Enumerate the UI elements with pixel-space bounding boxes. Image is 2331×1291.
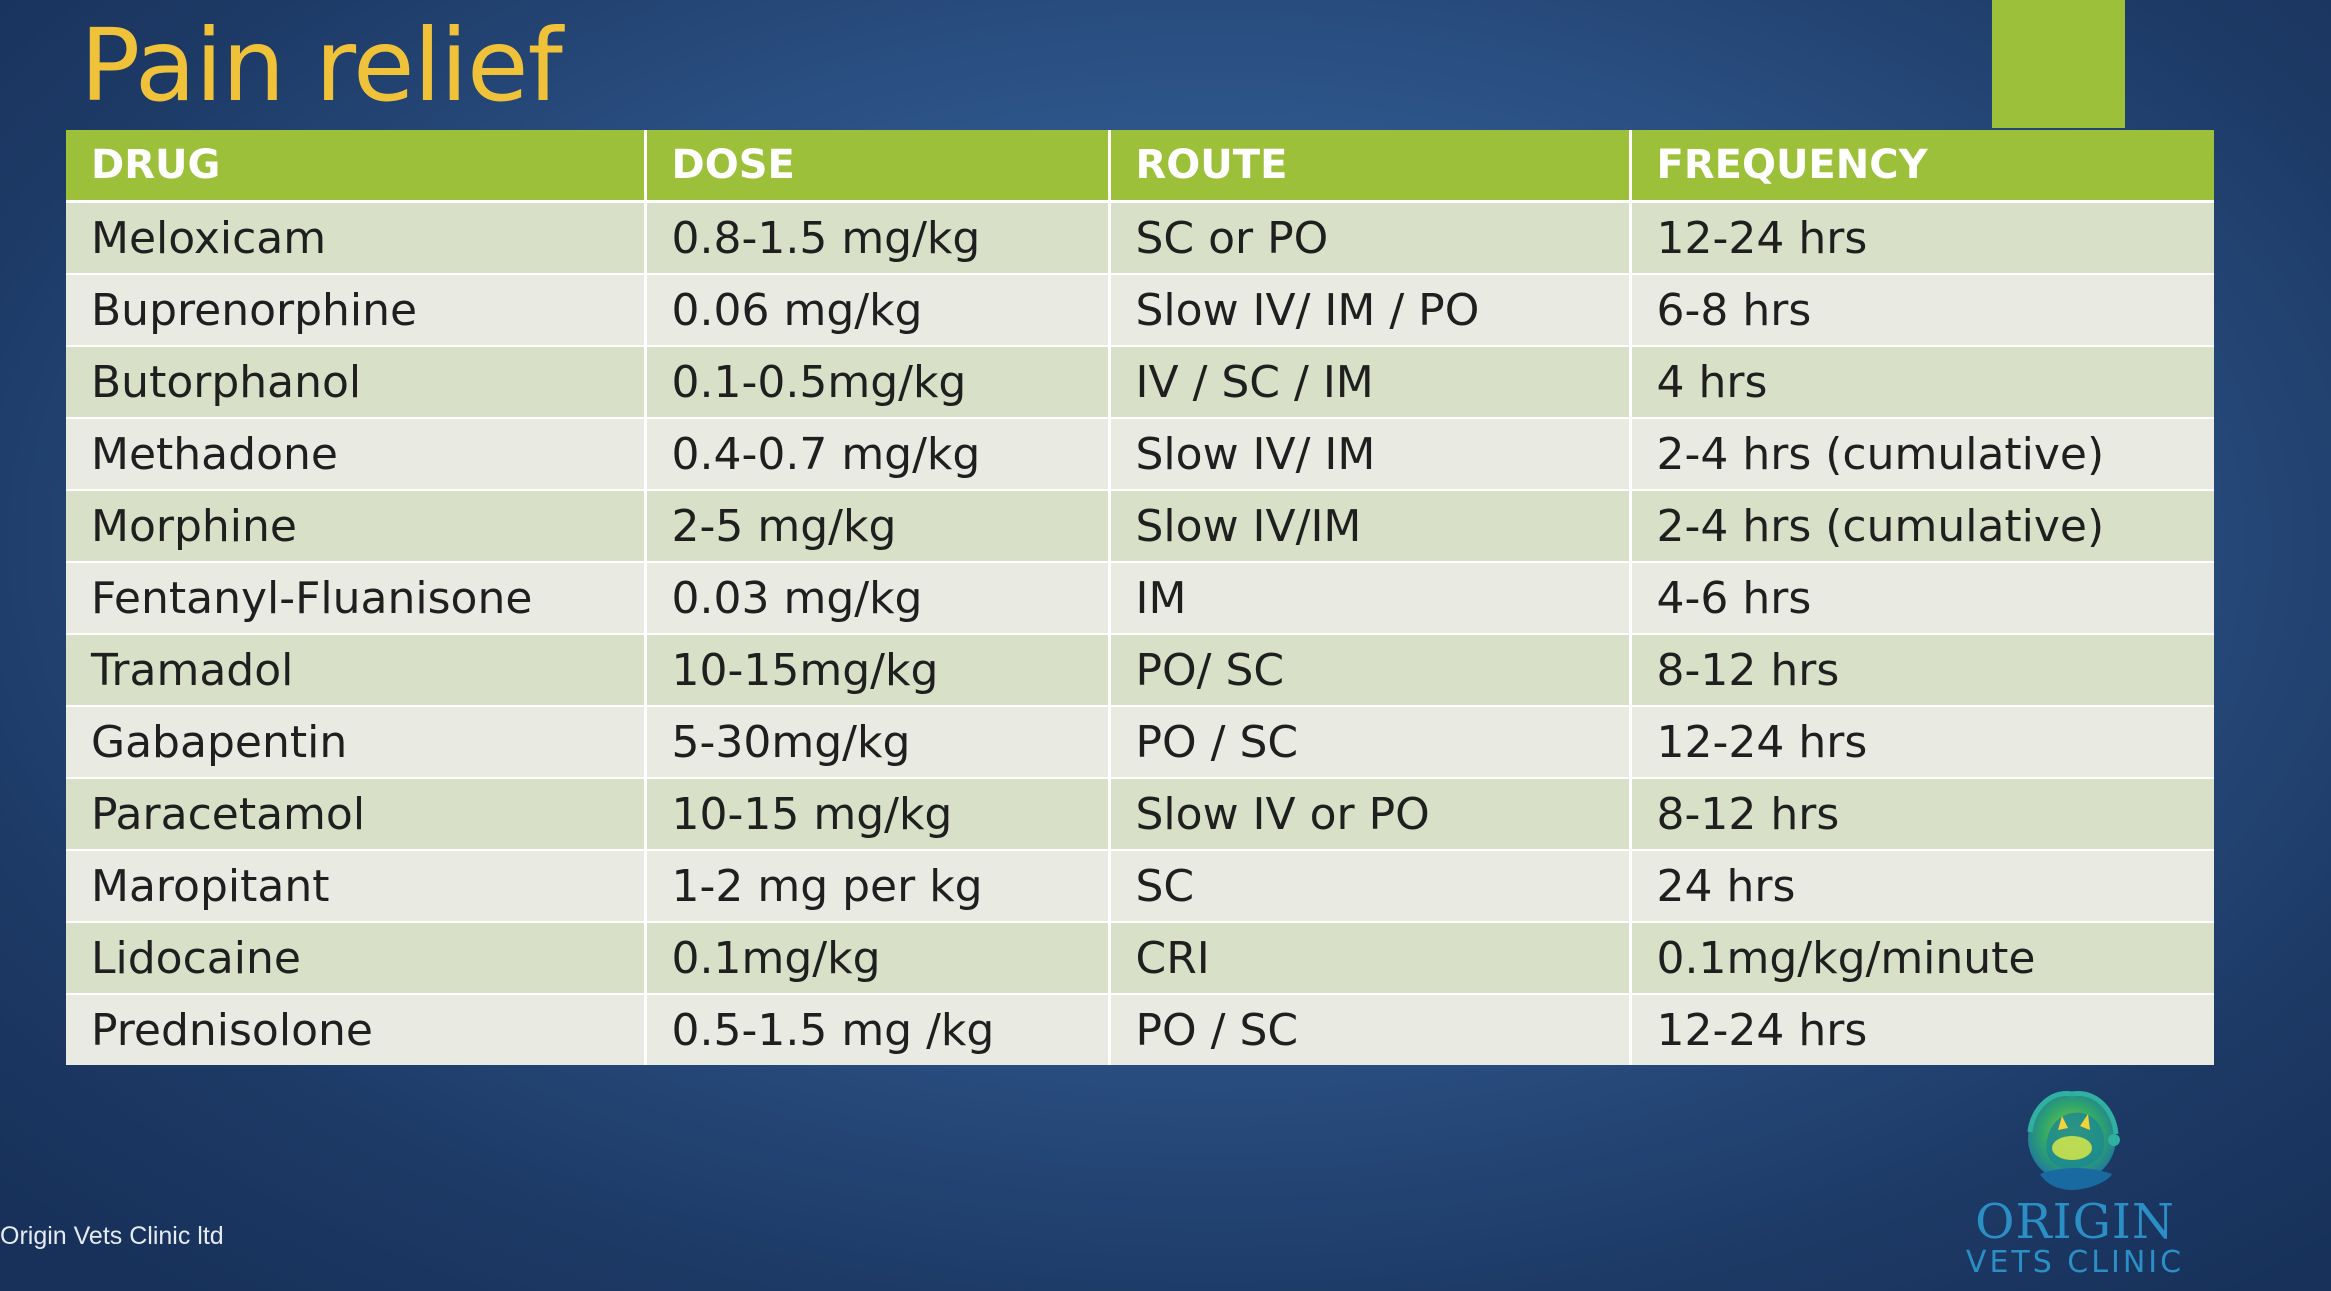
frequency-cell: 2-4 hrs (cumulative) [1630, 489, 2214, 562]
page-title: Pain relief [80, 7, 563, 124]
dog-and-cat-globe-icon [2027, 1091, 2120, 1190]
drug-cell: Maropitant [66, 849, 647, 922]
route-cell: Slow IV or PO [1109, 777, 1632, 850]
drug-table: DRUG DOSE ROUTE FREQUENCY Meloxicam 0.8-… [66, 130, 2214, 1065]
frequency-cell: 8-12 hrs [1630, 633, 2214, 706]
drug-cell: Fentanyl-Fluanisone [66, 561, 647, 634]
dose-cell: 2-5 mg/kg [645, 489, 1111, 562]
route-cell: Slow IV/ IM [1109, 417, 1632, 490]
column-header-drug: DRUG [66, 130, 647, 203]
table-row: Meloxicam 0.8-1.5 mg/kg SC or PO 12-24 h… [66, 200, 2214, 274]
clinic-logo: ORIGIN VETS CLINIC [1955, 1070, 2195, 1285]
copyright-text: Origin Vets Clinic ltd [0, 1222, 224, 1250]
dose-cell: 0.1mg/kg [645, 921, 1111, 994]
drug-cell: Lidocaine [66, 921, 647, 994]
drug-cell: Prednisolone [66, 993, 647, 1065]
route-cell: CRI [1109, 921, 1632, 994]
dose-cell: 0.4-0.7 mg/kg [645, 417, 1111, 490]
table-row: Buprenorphine 0.06 mg/kg Slow IV/ IM / P… [66, 273, 2214, 346]
logo-subtitle: VETS CLINIC [1965, 1245, 2185, 1280]
table-row: Paracetamol 10-15 mg/kg Slow IV or PO 8-… [66, 777, 2214, 850]
table-row: Fentanyl-Fluanisone 0.03 mg/kg IM 4-6 hr… [66, 561, 2214, 634]
frequency-cell: 4 hrs [1630, 345, 2214, 418]
route-cell: IV / SC / IM [1109, 345, 1632, 418]
table-row: Butorphanol 0.1-0.5mg/kg IV / SC / IM 4 … [66, 345, 2214, 418]
dose-cell: 10-15 mg/kg [645, 777, 1111, 850]
dose-cell: 10-15mg/kg [645, 633, 1111, 706]
column-header-route: ROUTE [1109, 130, 1632, 203]
drug-cell: Paracetamol [66, 777, 647, 850]
dose-cell: 0.5-1.5 mg /kg [645, 993, 1111, 1065]
column-header-frequency: FREQUENCY [1630, 130, 2214, 203]
route-cell: Slow IV/ IM / PO [1109, 273, 1632, 346]
route-cell: PO / SC [1109, 705, 1632, 778]
route-cell: PO / SC [1109, 993, 1632, 1065]
drug-cell: Methadone [66, 417, 647, 490]
table-row: Maropitant 1-2 mg per kg SC 24 hrs [66, 849, 2214, 922]
frequency-cell: 24 hrs [1630, 849, 2214, 922]
drug-cell: Butorphanol [66, 345, 647, 418]
frequency-cell: 0.1mg/kg/minute [1630, 921, 2214, 994]
route-cell: IM [1109, 561, 1632, 634]
dose-cell: 0.06 mg/kg [645, 273, 1111, 346]
frequency-cell: 2-4 hrs (cumulative) [1630, 417, 2214, 490]
frequency-cell: 12-24 hrs [1630, 705, 2214, 778]
table-header-row: DRUG DOSE ROUTE FREQUENCY [66, 130, 2214, 203]
logo-name: ORIGIN [1975, 1194, 2175, 1250]
table-row: Gabapentin 5-30mg/kg PO / SC 12-24 hrs [66, 705, 2214, 778]
dose-cell: 0.03 mg/kg [645, 561, 1111, 634]
frequency-cell: 6-8 hrs [1630, 273, 2214, 346]
column-header-dose: DOSE [645, 130, 1111, 203]
dose-cell: 1-2 mg per kg [645, 849, 1111, 922]
drug-cell: Gabapentin [66, 705, 647, 778]
drug-cell: Tramadol [66, 633, 647, 706]
table-row: Prednisolone 0.5-1.5 mg /kg PO / SC 12-2… [66, 993, 2214, 1065]
accent-bar [1992, 0, 2125, 128]
route-cell: SC [1109, 849, 1632, 922]
route-cell: PO/ SC [1109, 633, 1632, 706]
dose-cell: 5-30mg/kg [645, 705, 1111, 778]
frequency-cell: 4-6 hrs [1630, 561, 2214, 634]
table-row: Methadone 0.4-0.7 mg/kg Slow IV/ IM 2-4 … [66, 417, 2214, 490]
dose-cell: 0.8-1.5 mg/kg [645, 200, 1111, 274]
frequency-cell: 8-12 hrs [1630, 777, 2214, 850]
table-row: Lidocaine 0.1mg/kg CRI 0.1mg/kg/minute [66, 921, 2214, 994]
table-row: Morphine 2-5 mg/kg Slow IV/IM 2-4 hrs (c… [66, 489, 2214, 562]
drug-cell: Buprenorphine [66, 273, 647, 346]
drug-cell: Meloxicam [66, 200, 647, 274]
table-row: Tramadol 10-15mg/kg PO/ SC 8-12 hrs [66, 633, 2214, 706]
route-cell: SC or PO [1109, 200, 1632, 274]
dose-cell: 0.1-0.5mg/kg [645, 345, 1111, 418]
drug-cell: Morphine [66, 489, 647, 562]
route-cell: Slow IV/IM [1109, 489, 1632, 562]
frequency-cell: 12-24 hrs [1630, 200, 2214, 274]
frequency-cell: 12-24 hrs [1630, 993, 2214, 1065]
